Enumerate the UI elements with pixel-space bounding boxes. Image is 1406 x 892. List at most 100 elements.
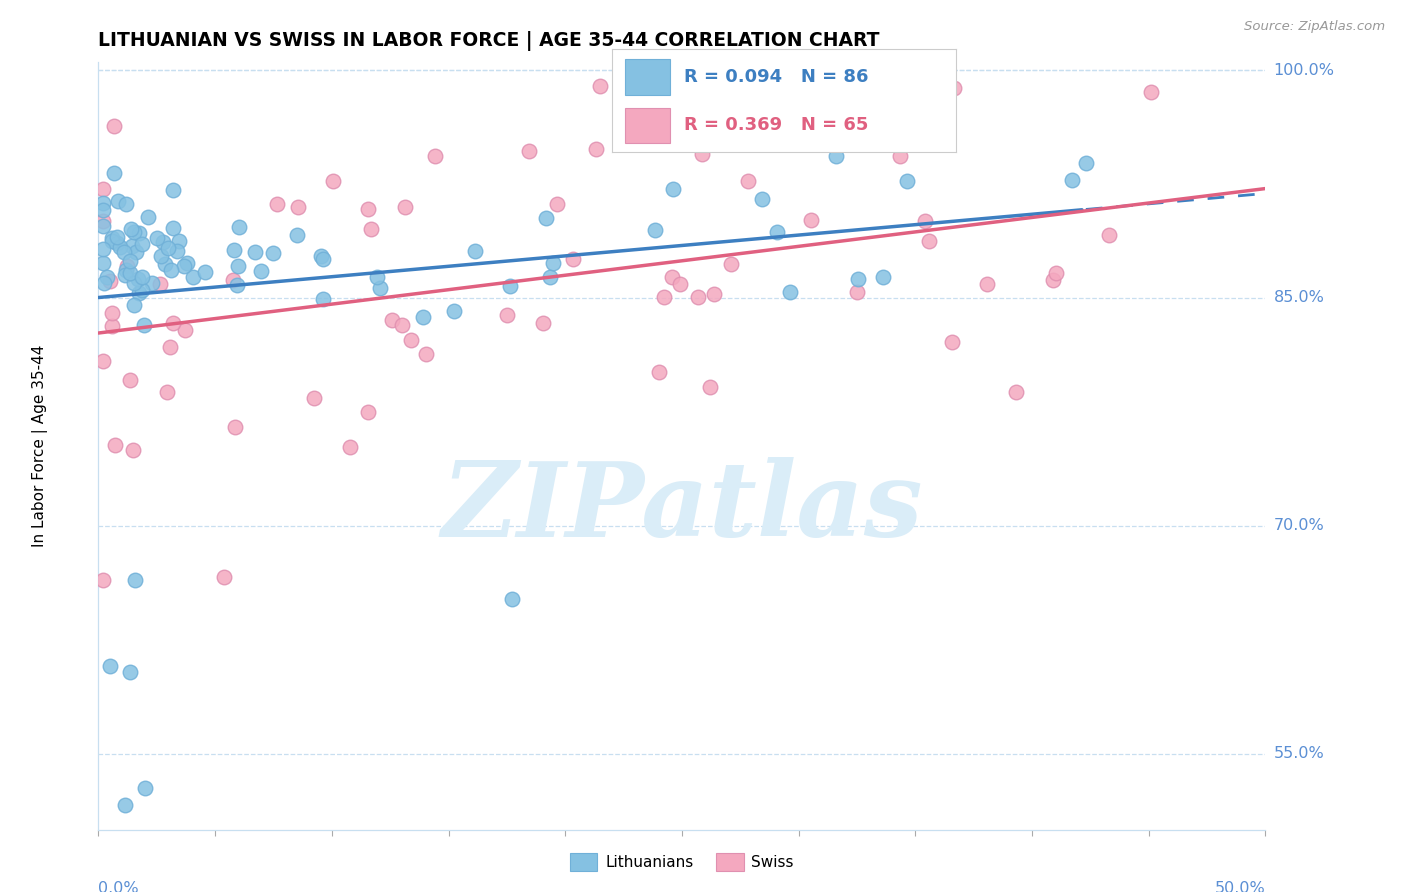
Point (692, 147, 714, 161)
Point (381, 313, 404, 327)
Point (146, 231, 169, 245)
Point (846, 285, 869, 300)
Point (720, 257, 742, 271)
Point (495, 308, 517, 322)
Point (91, 203, 114, 218)
Point (662, 181, 685, 195)
Text: R = 0.369   N = 65: R = 0.369 N = 65 (683, 117, 869, 135)
Point (153, 257, 176, 271)
Text: 70.0%: 70.0% (1274, 518, 1324, 533)
Point (162, 221, 184, 235)
Point (125, 244, 148, 259)
Point (1042, 273, 1064, 287)
Bar (626, 59, 671, 95)
Point (120, 254, 142, 268)
Point (105, 230, 128, 244)
Point (443, 304, 465, 318)
Point (131, 270, 153, 285)
Point (118, 373, 141, 387)
Text: 55.0%: 55.0% (1274, 746, 1324, 761)
Point (312, 252, 335, 266)
Point (766, 225, 789, 239)
Point (156, 241, 179, 255)
Point (222, 243, 245, 257)
Point (661, 270, 683, 285)
Point (183, 270, 205, 285)
Point (225, 277, 247, 292)
Point (751, 192, 773, 206)
Point (541, 256, 564, 270)
Point (156, 384, 179, 399)
Point (101, 318, 124, 333)
Point (872, 270, 894, 285)
Point (464, 244, 486, 258)
Point (800, 213, 823, 227)
Point (91, 219, 114, 233)
Point (779, 285, 801, 299)
Point (121, 238, 143, 252)
Point (118, 266, 141, 280)
Point (941, 335, 963, 350)
Point (534, 211, 557, 225)
Point (91, 573, 114, 587)
Point (737, 174, 759, 188)
Point (141, 276, 163, 290)
Point (699, 380, 721, 394)
Point (1139, 85, 1161, 99)
Point (287, 228, 309, 243)
Point (531, 316, 554, 330)
Point (101, 306, 124, 320)
Point (942, 80, 965, 95)
Point (93, 276, 115, 290)
Point (399, 333, 422, 347)
Text: 100.0%: 100.0% (1274, 62, 1334, 78)
Point (243, 245, 266, 260)
Point (302, 391, 325, 405)
Point (134, 781, 156, 796)
Point (131, 284, 153, 298)
Point (538, 270, 561, 285)
Point (644, 223, 666, 237)
Point (101, 234, 124, 248)
Point (222, 273, 245, 287)
Point (1045, 266, 1067, 280)
Point (212, 569, 235, 583)
Bar (626, 108, 671, 144)
Point (149, 249, 172, 263)
Point (120, 221, 142, 235)
Point (287, 200, 309, 214)
Point (394, 200, 416, 214)
Point (1074, 155, 1097, 169)
Point (194, 265, 217, 279)
Point (98, 274, 121, 288)
Point (1005, 384, 1028, 399)
Point (110, 240, 132, 254)
Point (357, 202, 380, 216)
Point (114, 197, 136, 211)
Point (166, 244, 188, 258)
Point (228, 220, 250, 235)
Point (115, 263, 138, 277)
Point (91, 242, 114, 256)
Point (101, 231, 124, 245)
Point (415, 347, 437, 361)
Point (501, 592, 523, 607)
Point (250, 264, 273, 278)
Point (132, 318, 155, 332)
Point (176, 256, 198, 270)
Text: Source: ZipAtlas.com: Source: ZipAtlas.com (1244, 20, 1385, 33)
Point (266, 197, 288, 211)
Point (105, 236, 128, 251)
Point (91, 353, 114, 368)
Point (104, 438, 127, 452)
Text: ZIPatlas: ZIPatlas (441, 457, 922, 558)
Text: 50.0%: 50.0% (1215, 881, 1265, 892)
Point (149, 277, 172, 291)
Point (103, 120, 125, 134)
Point (366, 269, 388, 284)
Point (128, 226, 150, 240)
Point (159, 263, 181, 277)
Point (499, 278, 522, 293)
Point (112, 244, 135, 259)
Point (703, 286, 725, 301)
